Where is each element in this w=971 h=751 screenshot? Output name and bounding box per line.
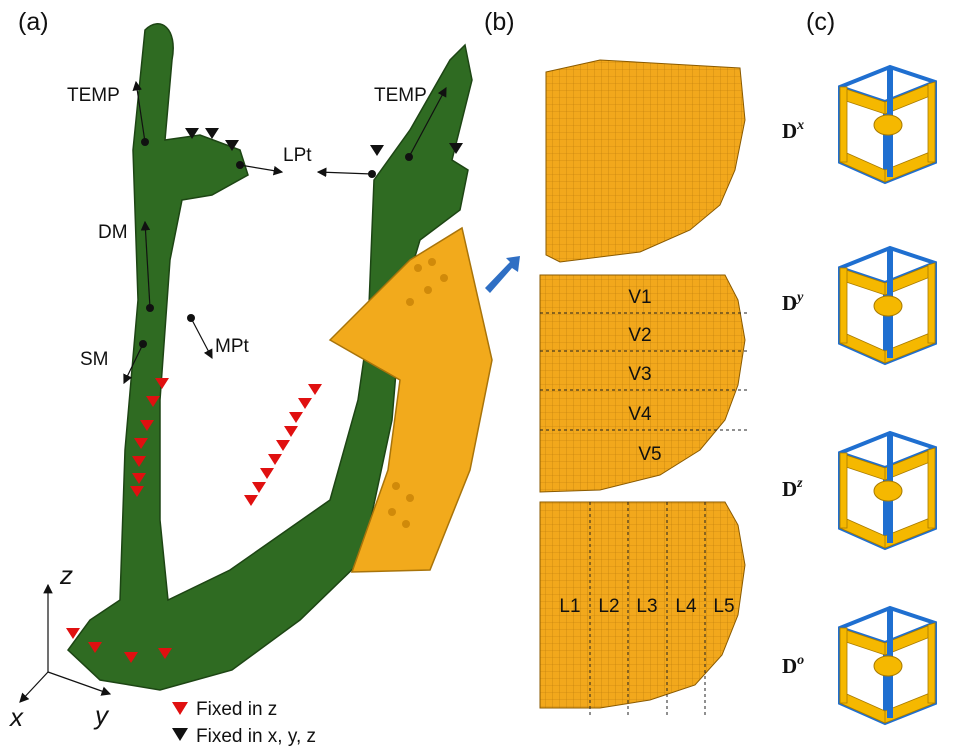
voxel-block [546,60,745,262]
axis-label: x [8,702,24,732]
figure: (a) (b) (c) TEMP TEMP LPt DM SM MPt z x … [0,0,971,751]
panel-label: (b) [484,8,515,36]
axis-label: z [59,560,73,590]
region-label: L1 [559,596,580,617]
legend-label: Fixed in z [196,699,277,720]
region-label: V5 [638,444,661,465]
cell-label: Do [782,653,804,678]
region-label: L3 [636,596,657,617]
cell-label: Dz [782,476,803,501]
region-label: V3 [628,364,651,385]
arrow-icon [485,256,520,293]
region-label: V1 [628,287,651,308]
region-label: L5 [713,596,734,617]
cell-label: Dy [782,290,804,315]
axis-label: y [93,700,110,730]
landmark-label: TEMP [67,85,120,106]
unit-cell [840,433,935,548]
unit-cell [840,608,935,723]
landmark-label: LPt [283,145,312,166]
landmark-label: TEMP [374,85,427,106]
landmark-label: SM [80,349,109,370]
legend-label: Fixed in x, y, z [196,726,316,747]
region-label: L4 [675,596,697,617]
panel-label: (c) [806,8,835,36]
panel-label: (a) [18,8,49,36]
landmark-label: MPt [215,336,250,357]
landmark-label: DM [98,222,128,243]
region-label: L2 [598,596,619,617]
region-label: V2 [628,325,651,346]
unit-cell [840,248,935,363]
region-label: V4 [628,404,652,425]
unit-cell [840,67,935,182]
cell-label: Dx [782,118,804,143]
